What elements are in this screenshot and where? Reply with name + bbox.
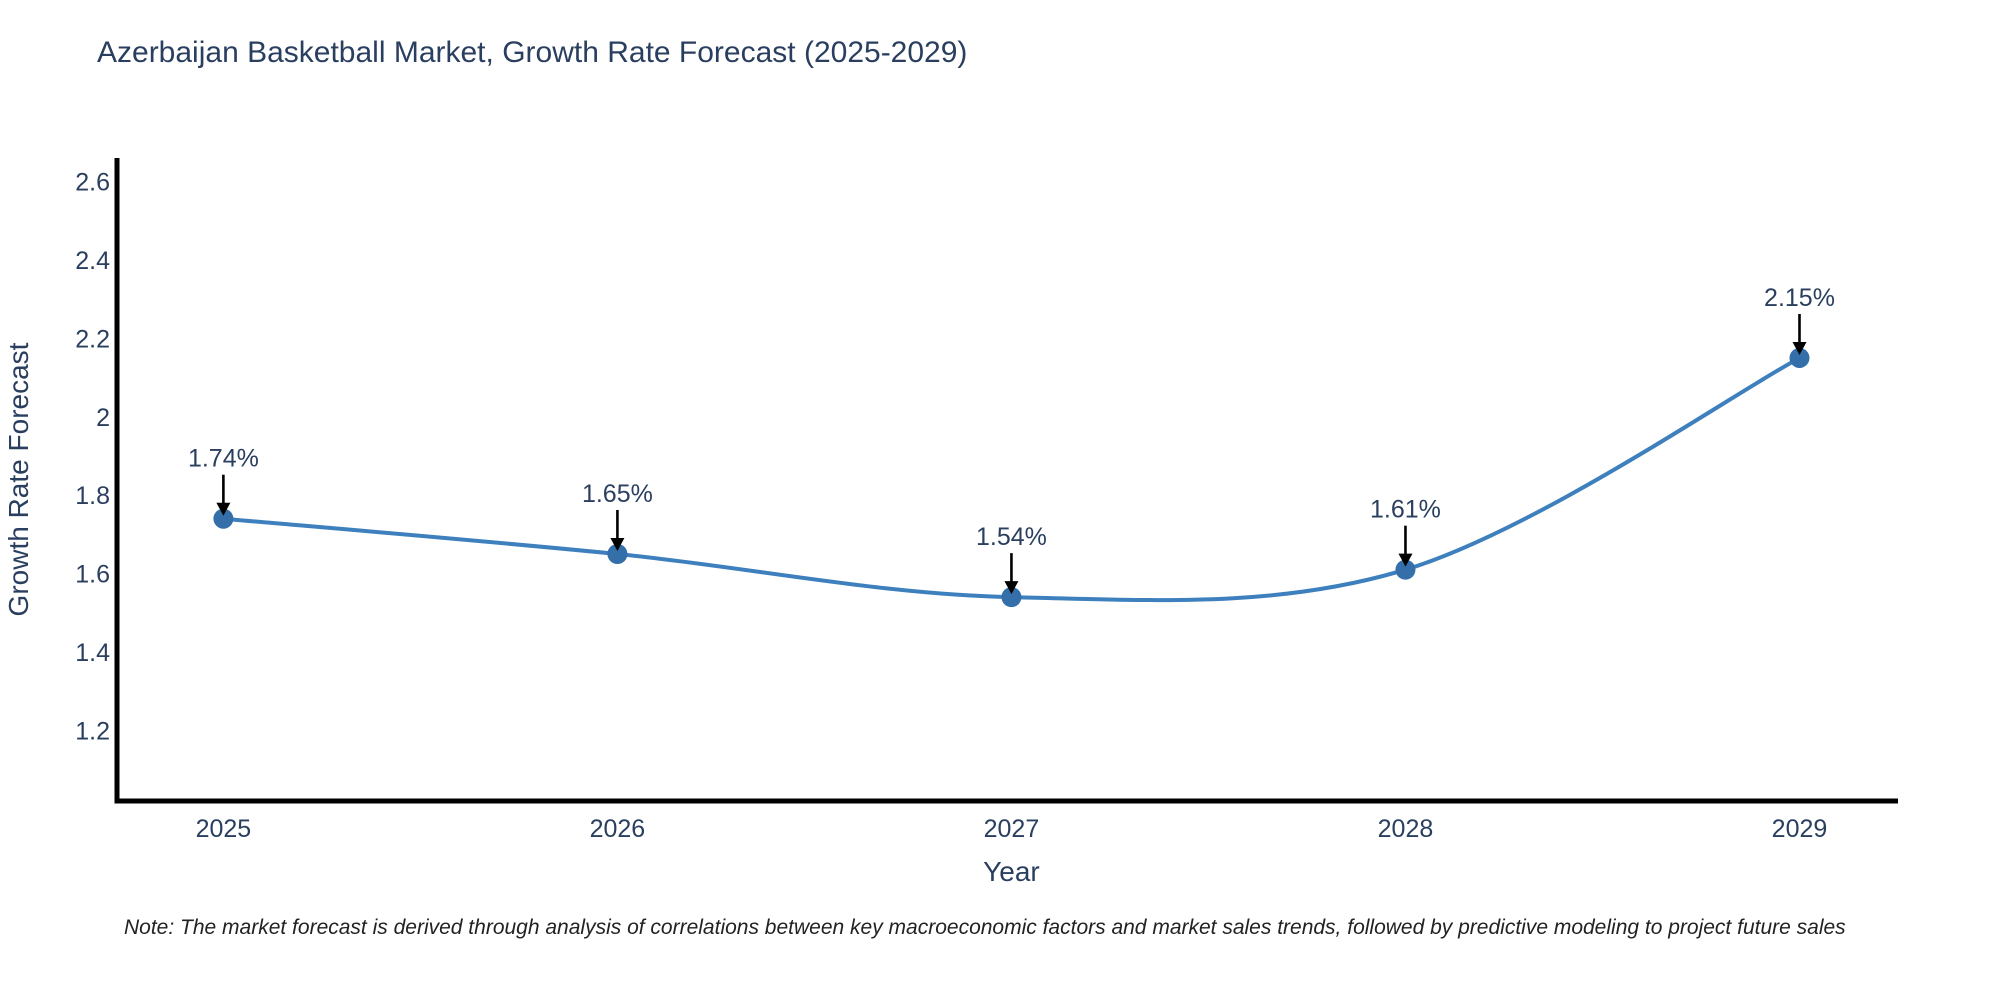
data-point-marker [1789,347,1810,368]
y-axis-title: Growth Rate Forecast [3,342,34,616]
data-point-marker [1395,559,1416,580]
data-point-marker [1001,587,1022,608]
x-axis-title: Year [983,856,1040,887]
x-tick-label: 2026 [590,815,646,843]
annotation-label: 1.65% [582,480,653,508]
y-tick-label: 2.6 [75,169,110,197]
annotation-arrowhead [1398,553,1413,567]
y-tick-label: 1.2 [75,717,110,745]
y-tick-label: 1.8 [75,482,110,510]
annotation-label: 1.54% [976,523,1047,551]
data-point-marker [213,508,234,529]
chart-note: Note: The market forecast is derived thr… [124,916,1846,939]
x-tick-label: 2029 [1772,815,1828,843]
x-tick-label: 2028 [1378,815,1434,843]
x-tick-label: 2025 [196,815,252,843]
y-tick-label: 2 [96,404,110,432]
y-tick-label: 2.2 [75,325,110,353]
annotation-arrowhead [1004,581,1019,595]
chart-title: Azerbaijan Basketball Market, Growth Rat… [97,36,968,69]
annotation-arrowhead [216,502,231,516]
annotation-label: 2.15% [1764,284,1835,312]
annotation-arrowhead [1792,341,1807,355]
annotation-label: 1.61% [1370,496,1441,524]
annotation-label: 1.74% [188,445,259,473]
annotation-arrowhead [610,537,625,551]
y-tick-label: 2.4 [75,247,110,275]
x-tick-label: 2027 [984,815,1040,843]
y-tick-label: 1.4 [75,639,110,667]
data-point-marker [607,543,628,564]
y-tick-label: 1.6 [75,561,110,589]
